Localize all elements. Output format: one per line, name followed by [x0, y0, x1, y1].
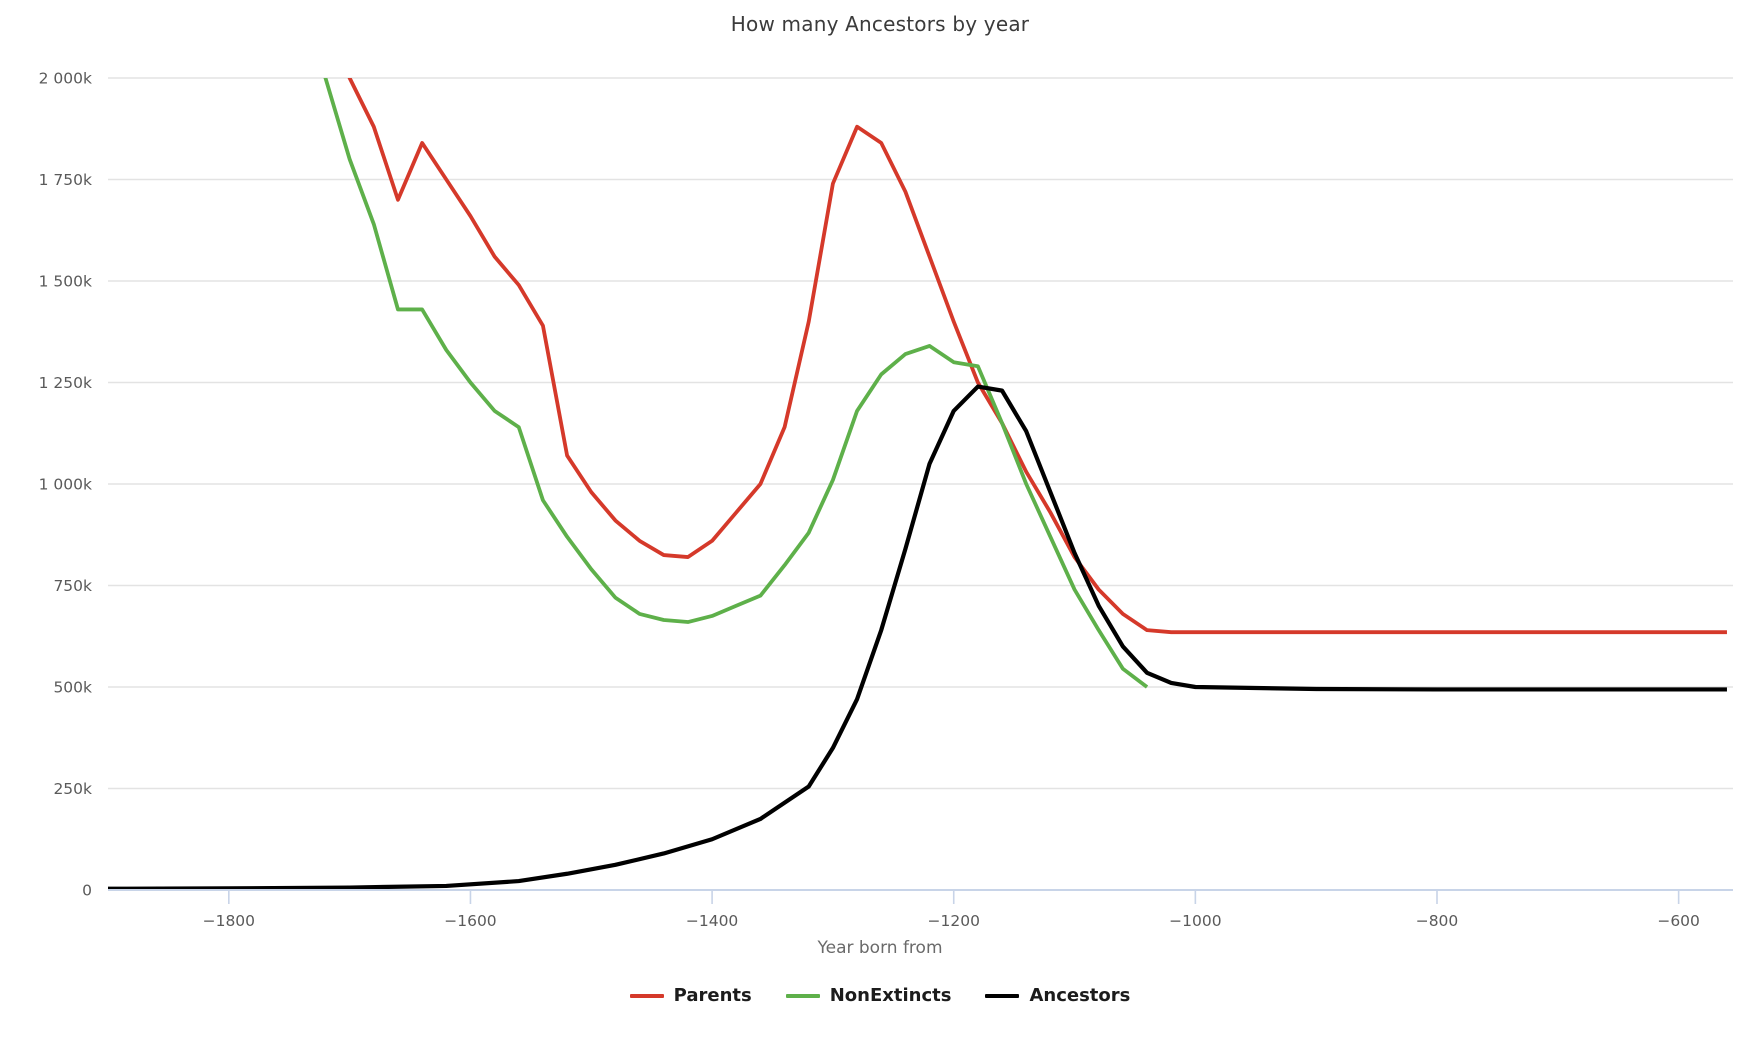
- x-axis-tick-labels: −1800 −1600 −1400 −1200 −1000 −800 −600: [203, 912, 1700, 930]
- legend-item-ancestors[interactable]: Ancestors: [985, 985, 1130, 1006]
- x-axis-title: Year born from: [817, 938, 943, 958]
- series-line-ancestors: [107, 384, 1727, 891]
- x-axis-tick-label: −1400: [686, 912, 738, 930]
- legend-swatch-icon: [985, 993, 1020, 998]
- gridlines-group: [108, 77, 1733, 790]
- y-axis-tick-label: 0: [82, 882, 92, 900]
- x-axis-tick-marks: [228, 890, 1680, 904]
- y-axis-tick-label: 1 250k: [39, 374, 92, 392]
- series-line-parents: [347, 78, 1727, 635]
- y-axis-tick-label: 750k: [53, 577, 92, 595]
- y-axis-tick-label: 250k: [53, 780, 92, 798]
- x-axis-tick-label: −600: [1657, 912, 1700, 930]
- y-axis-tick-label: 500k: [53, 679, 92, 697]
- legend-item-nonextincts[interactable]: NonExtincts: [785, 985, 952, 1006]
- y-axis-tick-labels: 0 250k 500k 750k 1 000k 1 250k 1 500k 1 750k 2 0…: [39, 70, 92, 900]
- legend-swatch-icon: [629, 993, 664, 998]
- legend-item-parents[interactable]: Parents: [629, 985, 752, 1006]
- y-axis-tick-label: 1 000k: [39, 476, 92, 494]
- x-axis-tick-label: −800: [1416, 912, 1459, 930]
- series-line-nonextincts: [323, 78, 1149, 689]
- x-axis-tick-label: −1800: [203, 912, 255, 930]
- x-axis-tick-label: −1600: [444, 912, 496, 930]
- chart-legend: Parents NonExtincts Ancestors: [0, 985, 1760, 1006]
- legend-label: NonExtincts: [829, 985, 952, 1006]
- x-axis-tick-label: −1200: [928, 912, 980, 930]
- y-axis-tick-label: 1 750k: [39, 171, 92, 189]
- y-axis-tick-label: 1 500k: [39, 273, 92, 291]
- legend-label: Ancestors: [1029, 985, 1131, 1006]
- x-axis-tick-label: −1000: [1169, 912, 1221, 930]
- chart-plot-area: 0 250k 500k 750k 1 000k 1 250k 1 500k 1 750k 2 0…: [39, 70, 1733, 930]
- data-series-group: [107, 78, 1727, 891]
- chart-title: How many Ancestors by year: [730, 12, 1030, 36]
- y-axis-tick-label: 2 000k: [39, 70, 92, 88]
- legend-label: Parents: [673, 985, 752, 1006]
- legend-swatch-icon: [785, 993, 820, 998]
